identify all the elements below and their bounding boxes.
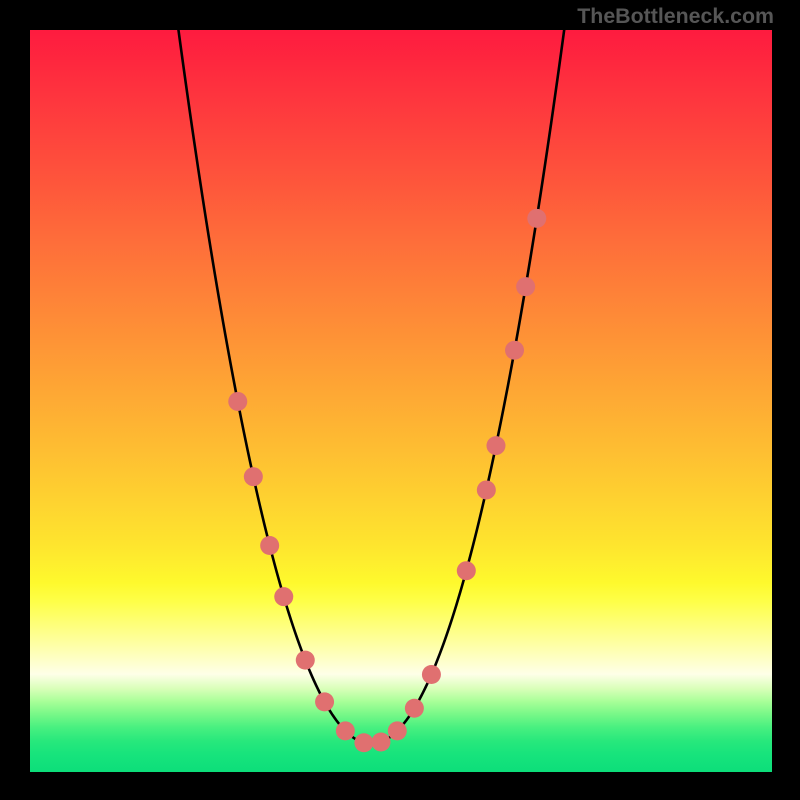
bottleneck-chart: [0, 0, 800, 800]
curve-marker: [388, 721, 407, 740]
watermark-text: TheBottleneck.com: [577, 4, 774, 29]
curve-marker: [315, 692, 334, 711]
curve-marker: [354, 733, 373, 752]
curve-marker: [527, 209, 546, 228]
curve-marker: [477, 480, 496, 499]
curve-marker: [336, 721, 355, 740]
gradient-background: [30, 30, 772, 772]
curve-marker: [244, 467, 263, 486]
curve-marker: [516, 277, 535, 296]
curve-marker: [371, 733, 390, 752]
curve-marker: [486, 436, 505, 455]
curve-marker: [260, 536, 279, 555]
curve-marker: [274, 587, 293, 606]
curve-marker: [505, 341, 524, 360]
curve-marker: [457, 561, 476, 580]
curve-marker: [228, 392, 247, 411]
curve-marker: [422, 665, 441, 684]
curve-marker: [405, 699, 424, 718]
curve-marker: [296, 651, 315, 670]
chart-stage: TheBottleneck.com: [0, 0, 800, 800]
